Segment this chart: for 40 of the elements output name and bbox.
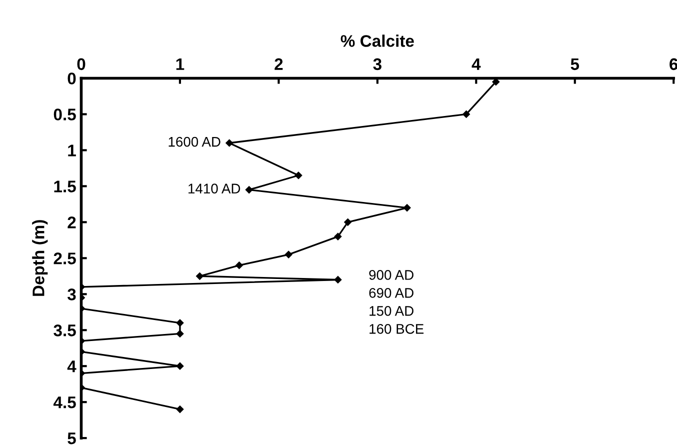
y-tick-label: 3.5	[54, 324, 76, 336]
point	[284, 250, 292, 258]
y-tick-label: 2	[68, 216, 76, 228]
point	[334, 276, 342, 284]
x-tick-label: 1	[176, 58, 184, 70]
point	[403, 204, 411, 212]
y-tick-label: 0.5	[54, 108, 76, 120]
annotation: 1410 AD	[188, 184, 240, 194]
x-tick-label: 2	[274, 58, 283, 70]
annotation: 900 AD	[369, 270, 414, 280]
annotation: 1600 AD	[168, 136, 220, 147]
point	[236, 262, 243, 269]
x-tick-label: 0	[77, 58, 86, 70]
y-tick-label: 1.5	[54, 180, 76, 192]
y-tick-label: 2.5	[54, 252, 76, 264]
annotation: 150 AD	[370, 306, 414, 316]
point	[245, 186, 253, 194]
y-tick-label: 4	[67, 360, 76, 372]
point	[176, 319, 184, 327]
x-tick-label: 3	[373, 58, 382, 70]
y-tick-label: 4.5	[53, 396, 76, 408]
x-axis-title: % Calcite	[340, 34, 414, 47]
x-tick-label: 5	[570, 58, 580, 70]
point	[176, 362, 184, 370]
point	[176, 406, 184, 413]
point	[226, 139, 233, 147]
y-tick-label: 5	[68, 432, 76, 444]
point	[334, 232, 342, 240]
point	[176, 330, 184, 338]
point	[344, 218, 352, 226]
point	[196, 272, 204, 280]
y-axis-title: Depth (m)	[32, 220, 48, 296]
point	[462, 110, 470, 118]
annotation: 160 BCE	[370, 324, 424, 334]
x-tick-label: 4	[472, 58, 481, 70]
y-tick-label: 3	[67, 288, 76, 300]
y-tick-label: 1	[68, 144, 76, 156]
point	[294, 172, 302, 180]
y-tick-label: 0	[68, 72, 76, 84]
annotation: 690 AD	[369, 288, 414, 298]
